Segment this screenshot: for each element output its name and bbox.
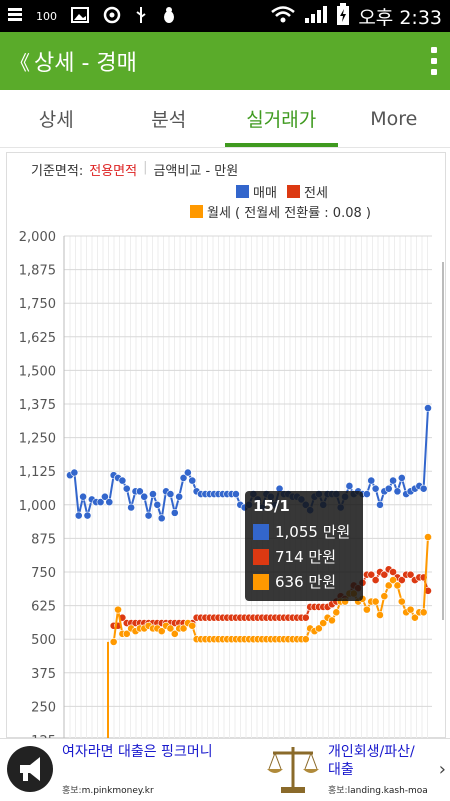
ad-title[interactable]: 여자라면 대출은 핑크머니 (62, 741, 213, 761)
ad-banner[interactable]: 여자라면 대출은 핑크머니 홍보:m.pinkmoney.kr 개인회생/파산/… (0, 738, 450, 800)
point-monthly (372, 598, 379, 605)
point-monthly (328, 617, 335, 624)
point-sale (189, 477, 196, 484)
point-sale (79, 493, 86, 500)
y-tick-label: 1,750 (19, 297, 56, 312)
tooltip-row-sale: 1,055 만원 (253, 519, 355, 544)
y-tick-label: 500 (31, 633, 56, 648)
point-sale (346, 482, 353, 489)
point-sale (123, 485, 130, 492)
point-sale (128, 504, 135, 511)
tooltip-sale-value: 1,055 만원 (275, 521, 350, 542)
point-sale (71, 469, 78, 476)
point-sale (376, 501, 383, 508)
price-chart[interactable]: 2,000 1,875 1,750 1,625 1,500 1,375 1,250 1,125… (0, 0, 450, 740)
chart-tooltip: 15/1 1,055 만원 714 만원 636 만원 (245, 491, 363, 601)
point-monthly (381, 593, 388, 600)
point-monthly (189, 622, 196, 629)
ad-title-line1[interactable]: 개인회생/파산/ (328, 741, 415, 761)
megaphone-icon (6, 745, 54, 797)
point-jeonse (302, 614, 309, 621)
point-sale (363, 490, 370, 497)
ad-url: 홍보:landing.kash-moa (328, 783, 428, 796)
point-sale (372, 485, 379, 492)
y-tick-label: 750 (31, 566, 56, 581)
point-monthly (407, 606, 414, 613)
point-sale (158, 515, 165, 522)
ad-pinkmoney[interactable]: 여자라면 대출은 핑크머니 홍보:m.pinkmoney.kr (0, 739, 225, 801)
point-sale (119, 477, 126, 484)
y-tick-label: 1,375 (19, 398, 56, 413)
y-tick-label: 875 (31, 532, 56, 547)
ad-next-chevron-icon[interactable]: › (439, 759, 446, 780)
y-tick-label: 625 (31, 600, 56, 615)
scales-icon (265, 741, 321, 801)
ad-kashmoa[interactable]: 개인회생/파산/ 대출 홍보:landing.kash-moa › (225, 739, 450, 801)
tooltip-monthly-swatch (253, 574, 269, 590)
ad-title-line2[interactable]: 대출 (328, 759, 354, 779)
point-sale (167, 490, 174, 497)
point-monthly (420, 609, 427, 616)
point-sale (389, 477, 396, 484)
point-sale (184, 469, 191, 476)
point-sale (145, 512, 152, 519)
y-tick-label: 1,000 (19, 499, 56, 514)
point-sale (154, 501, 161, 508)
y-tick-label: 2,000 (19, 230, 56, 245)
tooltip-monthly-value: 636 만원 (275, 571, 336, 592)
point-sale (385, 485, 392, 492)
point-monthly (110, 638, 117, 645)
y-tick-label: 375 (31, 667, 56, 682)
point-sale (232, 490, 239, 497)
point-sale (368, 477, 375, 484)
point-monthly (376, 611, 383, 618)
y-tick-label: 1,125 (19, 465, 56, 480)
point-sale (84, 512, 91, 519)
point-jeonse (372, 576, 379, 583)
point-monthly (424, 533, 431, 540)
y-tick-label: 1,250 (19, 432, 56, 447)
tooltip-row-jeonse: 714 만원 (253, 544, 355, 569)
y-tick-label: 1,500 (19, 364, 56, 379)
point-monthly (363, 606, 370, 613)
point-monthly (114, 606, 121, 613)
tooltip-title: 15/1 (253, 497, 355, 515)
point-monthly (398, 598, 405, 605)
tooltip-jeonse-swatch (253, 549, 269, 565)
point-sale (106, 499, 113, 506)
point-sale (75, 512, 82, 519)
point-monthly (394, 582, 401, 589)
y-tick-label: 1,625 (19, 331, 56, 346)
point-sale (141, 493, 148, 500)
tooltip-row-monthly: 636 만원 (253, 569, 355, 594)
point-sale (420, 485, 427, 492)
ad-url: 홍보:m.pinkmoney.kr (62, 783, 154, 796)
point-sale (176, 493, 183, 500)
y-tick-label: 250 (31, 700, 56, 715)
y-tick-label: 1,875 (19, 264, 56, 279)
point-sale (424, 404, 431, 411)
point-sale (398, 474, 405, 481)
point-sale (149, 490, 156, 497)
point-monthly (302, 636, 309, 643)
point-monthly (333, 609, 340, 616)
point-sale (394, 488, 401, 495)
point-sale (171, 509, 178, 516)
tooltip-jeonse-value: 714 만원 (275, 546, 336, 567)
tooltip-sale-swatch (253, 524, 269, 540)
